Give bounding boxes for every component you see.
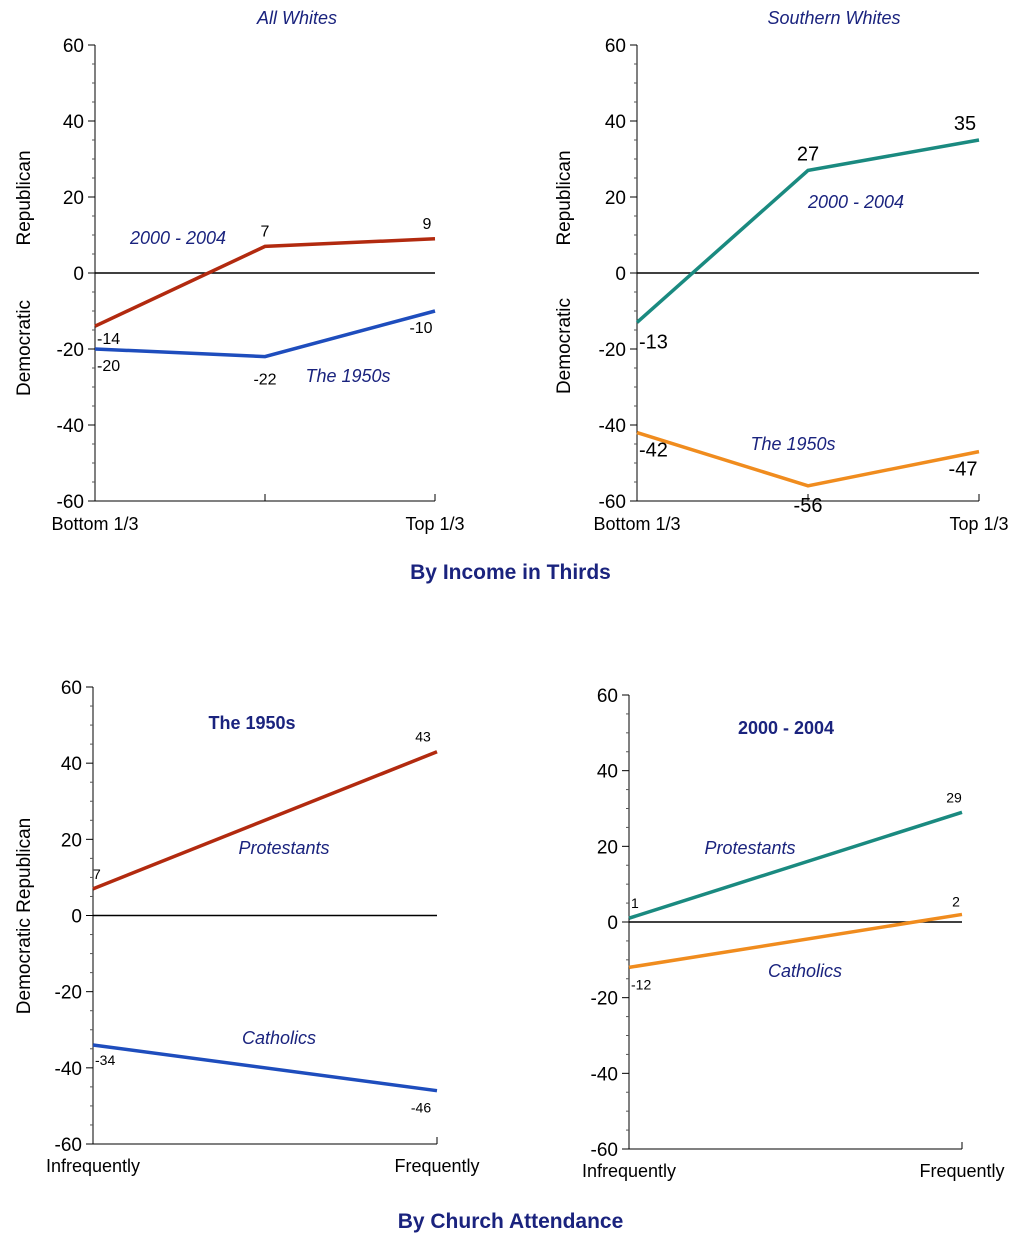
chart-3-y-tick-label: -20: [55, 983, 82, 1004]
chart-3-y-tick-label: 0: [71, 907, 82, 928]
chart-3-series-label: Catholics: [242, 1028, 316, 1048]
chart-4-data-label: 29: [946, 789, 962, 805]
chart-4-series-label: Protestants: [704, 838, 795, 858]
chart-1-series-label: 2000 - 2004: [129, 228, 226, 248]
chart-1-y-label: Democratic: [14, 300, 35, 396]
chart-2-y-tick-label: 0: [615, 264, 626, 285]
chart-1-data-label: 7: [261, 223, 270, 240]
chart-3-series-1-line: [92, 750, 438, 891]
chart-1-y-tick-label: 60: [63, 36, 84, 57]
income-section-title: By Income in Thirds: [410, 561, 611, 584]
chart-1-y-label: Republican: [14, 150, 35, 245]
chart-2-data-label: -56: [794, 495, 823, 517]
chart-3-x-tick-label: Frequently: [394, 1156, 479, 1176]
chart-3-y-tick-label: 60: [61, 678, 82, 699]
chart-4-x-tick-label: Infrequently: [582, 1161, 676, 1181]
chart-4-y-tick-label: 60: [597, 686, 618, 707]
chart-2-data-label: -42: [639, 440, 668, 462]
chart-3-data-label: -46: [411, 1100, 431, 1116]
church-section-title: By Church Attendance: [397, 1210, 624, 1233]
chart-3-title: The 1950s: [208, 713, 295, 733]
chart-4-y-tick-label: 0: [607, 913, 618, 934]
chart-4-y-tick-label: -20: [591, 989, 618, 1010]
chart-2-x-tick-label: Top 1/3: [949, 514, 1008, 534]
chart-4-data-label: 2: [952, 893, 960, 909]
chart-4-series-2-line: [628, 912, 963, 970]
chart-1-y-tick-label: -40: [57, 416, 84, 437]
chart-3-y-label: Democratic Republican: [14, 818, 35, 1014]
chart-1-data-label: -22: [253, 372, 276, 389]
chart-3-data-label: 43: [415, 729, 431, 745]
chart-4-x-tick-label: Frequently: [919, 1161, 1004, 1181]
chart-2-data-label: -13: [639, 331, 668, 353]
chart-1-data-label: -20: [97, 358, 120, 375]
chart-2-series-2-line: [636, 430, 980, 488]
chart-1-y-tick-label: 0: [73, 264, 84, 285]
chart-3-y-tick-label: -60: [55, 1135, 82, 1156]
chart-4-title: 2000 - 2004: [738, 718, 834, 738]
chart-4-series-1-line: [628, 810, 963, 920]
chart-3-x-tick-label: Infrequently: [46, 1156, 140, 1176]
chart-1-data-label: -10: [409, 320, 432, 337]
chart-1-series-2-line: [94, 309, 436, 359]
chart-2-y-tick-label: 20: [605, 188, 626, 209]
chart-2-y-tick-label: 40: [605, 112, 626, 133]
chart-1-data-label: -14: [97, 331, 120, 348]
chart-3-data-label: 7: [93, 866, 101, 882]
chart-3-data-label: -34: [95, 1052, 115, 1068]
chart-4-y-tick-label: 20: [597, 837, 618, 858]
chart-3-y-tick-label: 40: [61, 754, 82, 775]
chart-1-x-tick-label: Bottom 1/3: [51, 514, 138, 534]
chart-2-y-label: Democratic: [554, 298, 575, 394]
chart-1-y-tick-label: 20: [63, 188, 84, 209]
chart-2-data-label: 27: [797, 143, 819, 165]
chart-3-series-label: Protestants: [238, 838, 329, 858]
chart-4-y-tick-label: 40: [597, 762, 618, 783]
chart-2-y-tick-label: -60: [599, 492, 626, 513]
chart-1-data-label: 9: [423, 216, 432, 233]
chart-1-series-label: The 1950s: [305, 366, 390, 386]
chart-2-data-label: -47: [949, 459, 978, 481]
chart-1-y-tick-label: -20: [57, 340, 84, 361]
chart-2-y-tick-label: -20: [599, 340, 626, 361]
chart-2-series-1-line: [635, 138, 980, 324]
chart-4-y-tick-label: -40: [591, 1064, 618, 1085]
chart-4-y-tick-label: -60: [591, 1140, 618, 1161]
chart-4-data-label: 1: [631, 895, 639, 911]
chart-4-data-label: -12: [631, 976, 651, 992]
chart-2-y-tick-label: -40: [599, 416, 626, 437]
chart-2-series-label: 2000 - 2004: [807, 192, 904, 212]
chart-2-data-label: 35: [954, 113, 976, 135]
chart-1-title: All Whites: [256, 8, 337, 28]
chart-2-title: Southern Whites: [767, 8, 900, 28]
chart-2-y-tick-label: 60: [605, 36, 626, 57]
chart-2-series-label: The 1950s: [750, 434, 835, 454]
chart-3-series-2-line: [92, 1043, 438, 1093]
chart-2-x-tick-label: Bottom 1/3: [593, 514, 680, 534]
chart-1-y-tick-label: -60: [57, 492, 84, 513]
chart-3-y-tick-label: -40: [55, 1059, 82, 1080]
chart-2-y-label: Republican: [554, 150, 575, 245]
chart-1-y-tick-label: 40: [63, 112, 84, 133]
chart-4-series-label: Catholics: [768, 961, 842, 981]
chart-3-y-tick-label: 20: [61, 830, 82, 851]
chart-1-series-1-line: [94, 237, 436, 328]
chart-1-x-tick-label: Top 1/3: [405, 514, 464, 534]
